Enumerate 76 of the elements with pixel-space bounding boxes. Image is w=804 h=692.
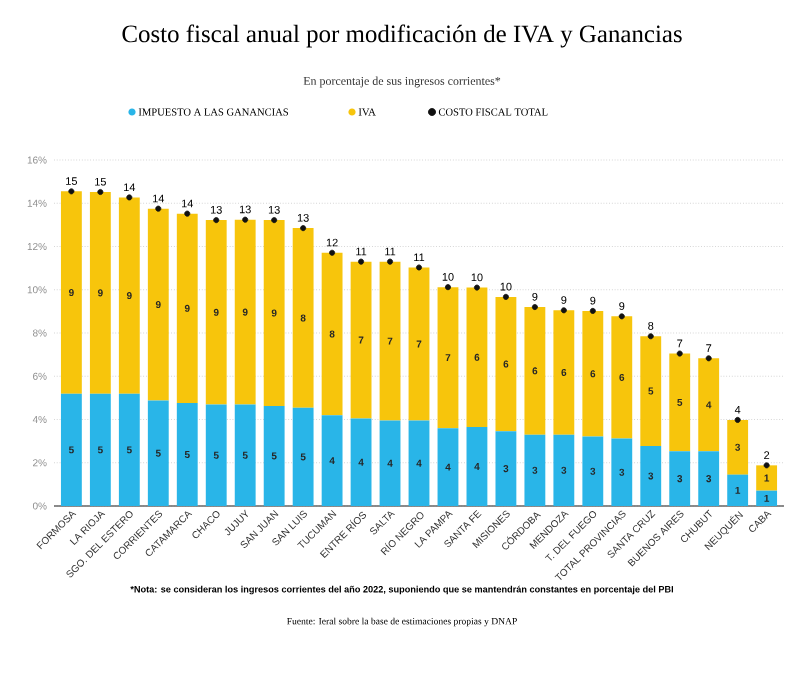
bar [582,310,604,437]
bar [437,287,459,429]
bar [495,296,517,432]
bar [466,287,488,428]
bar [437,428,459,506]
bar [553,434,575,506]
point [647,333,654,340]
bar [756,490,778,506]
bar [698,358,720,452]
bar [234,219,256,405]
bar [205,404,227,506]
bar [234,404,256,506]
point [126,194,133,201]
point [473,284,480,291]
bar [205,220,227,405]
bar [727,474,749,506]
bar [611,316,633,439]
bar [147,208,169,401]
bar [379,261,401,421]
bar [582,436,604,506]
bar [350,418,372,506]
bar [495,431,517,506]
point [271,217,278,224]
bar [263,405,285,506]
bar [524,307,546,435]
bar [118,197,140,394]
chart-title: Costo fiscal anual por modificación de IVA y Ganancias [122,24,682,48]
point [97,189,104,195]
point [444,284,451,291]
point [560,307,567,314]
point [734,416,741,423]
bar [321,415,343,506]
bar [89,393,111,506]
bar [60,393,82,506]
bar [147,400,169,506]
bar [756,465,778,491]
bar [408,267,430,421]
bar [669,451,691,506]
bar [350,261,372,419]
point [358,258,365,265]
point [155,205,162,212]
bar [292,407,314,506]
bar [321,252,343,416]
point [242,216,249,223]
point [329,249,336,256]
bar [176,403,198,506]
bar [292,228,314,408]
point [300,225,307,232]
bar [60,191,82,394]
point [589,307,596,314]
point [184,210,191,217]
bar [524,434,546,506]
bar [408,420,430,506]
bar [640,445,662,506]
point [387,258,394,265]
bar [118,393,140,506]
point [213,217,220,224]
bar [611,438,633,506]
point [416,264,422,271]
bar [669,353,691,452]
bar [89,192,111,394]
point [618,313,625,320]
bar [727,419,749,475]
bar [466,427,488,506]
bar [379,420,401,506]
bar [640,336,662,446]
point [705,355,712,362]
point [68,188,75,195]
point [502,293,509,300]
bar [553,310,575,435]
bar [698,451,720,506]
point [531,304,538,311]
bar [263,220,285,406]
point [763,462,770,469]
bar [176,213,198,404]
point [676,350,683,357]
